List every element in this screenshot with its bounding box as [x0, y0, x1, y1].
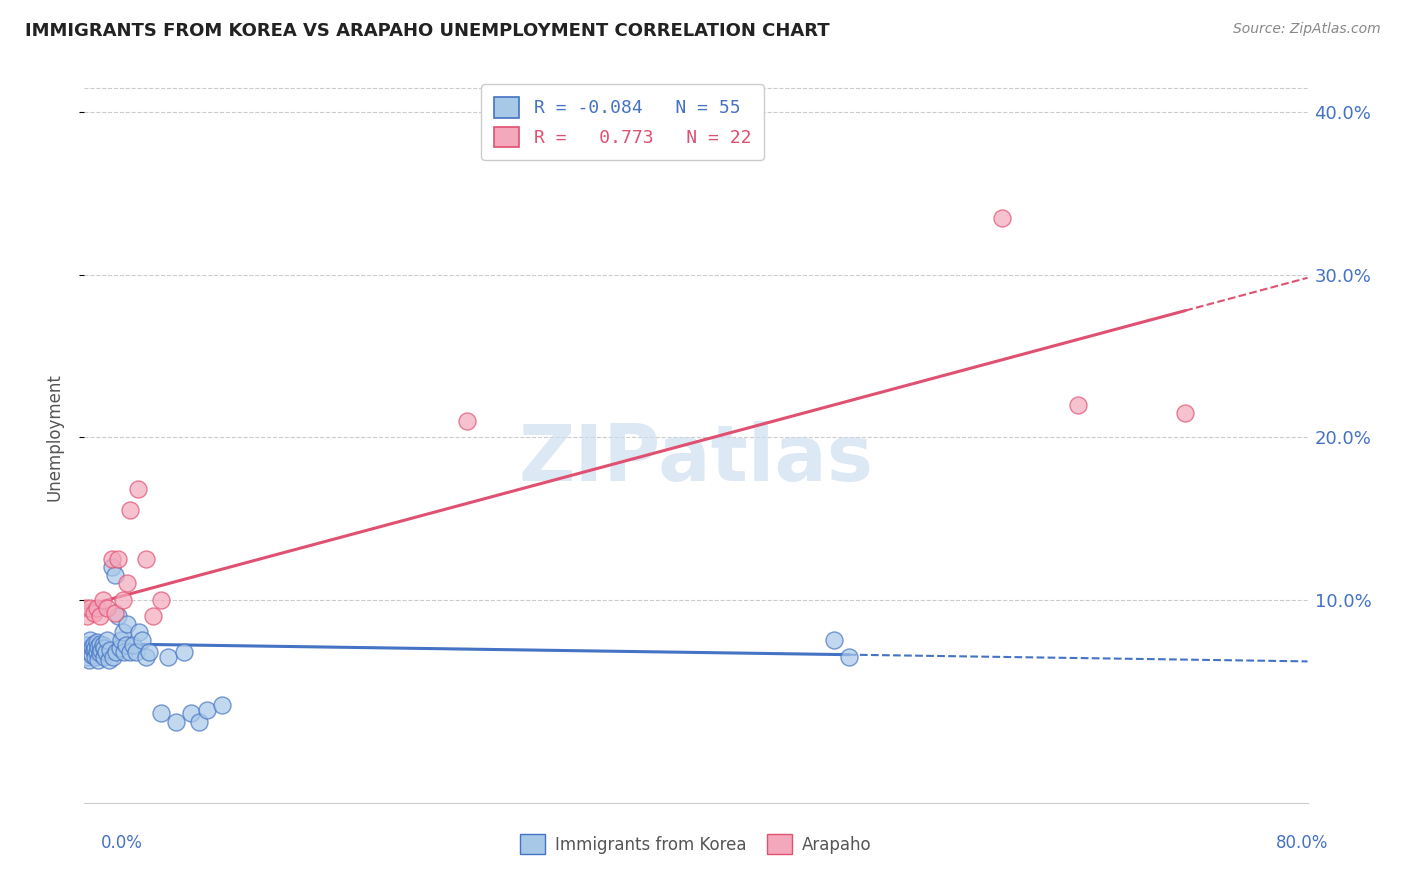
Point: [76, 638, 98, 652]
Point: [96, 633, 118, 648]
Point: [142, 608, 165, 623]
Point: [84, 641, 107, 656]
Text: 80.0%: 80.0%: [1277, 834, 1329, 852]
Point: [120, 503, 142, 517]
Point: [76, 608, 98, 623]
Point: [125, 645, 148, 659]
Point: [87, 653, 110, 667]
Point: [104, 606, 127, 620]
Point: [83, 606, 105, 620]
Point: [75, 645, 97, 659]
Point: [97, 653, 120, 667]
Point: [98, 643, 121, 657]
Point: [157, 649, 180, 664]
Point: [149, 592, 172, 607]
Point: [96, 600, 118, 615]
Point: [86, 645, 108, 659]
Point: [86, 635, 108, 649]
Point: [79, 645, 101, 659]
Point: [135, 552, 157, 566]
Point: [84, 649, 107, 664]
Text: 0.0%: 0.0%: [101, 834, 143, 852]
Point: [838, 649, 860, 664]
Point: [101, 560, 124, 574]
Point: [86, 600, 108, 615]
Point: [991, 211, 1014, 225]
Point: [138, 645, 160, 659]
Point: [165, 714, 187, 729]
Point: [107, 552, 129, 566]
Point: [103, 649, 125, 664]
Point: [89, 646, 111, 660]
Point: [104, 568, 127, 582]
Point: [101, 552, 124, 566]
Point: [91, 592, 114, 607]
Point: [80, 648, 103, 662]
Point: [111, 625, 134, 640]
Point: [115, 576, 138, 591]
Point: [128, 625, 150, 640]
Point: [89, 608, 111, 623]
Point: [89, 636, 111, 650]
Point: [823, 633, 845, 648]
Point: [180, 706, 202, 721]
Point: [110, 633, 132, 648]
Point: [83, 636, 105, 650]
Point: [80, 640, 103, 654]
Text: ZIPatlas: ZIPatlas: [519, 421, 873, 497]
Point: [188, 714, 211, 729]
Point: [94, 645, 117, 659]
Point: [77, 653, 100, 667]
Point: [91, 638, 114, 652]
Point: [120, 645, 142, 659]
Point: [83, 643, 105, 657]
Point: [108, 641, 131, 656]
Point: [112, 645, 135, 659]
Point: [149, 706, 172, 721]
Point: [105, 645, 128, 659]
Point: [79, 633, 101, 648]
Point: [111, 592, 134, 607]
Point: [1067, 398, 1090, 412]
Point: [79, 600, 101, 615]
Point: [107, 608, 129, 623]
Point: [115, 617, 138, 632]
Point: [211, 698, 233, 713]
Point: [131, 633, 153, 648]
Point: [456, 414, 478, 428]
Point: [173, 645, 195, 659]
Point: [87, 640, 110, 654]
Text: IMMIGRANTS FROM KOREA VS ARAPAHO UNEMPLOYMENT CORRELATION CHART: IMMIGRANTS FROM KOREA VS ARAPAHO UNEMPLO…: [25, 22, 830, 40]
Point: [77, 641, 100, 656]
Y-axis label: Unemployment: Unemployment: [45, 373, 63, 501]
Point: [75, 600, 97, 615]
Point: [76, 649, 98, 664]
Point: [114, 638, 136, 652]
Text: Source: ZipAtlas.com: Source: ZipAtlas.com: [1233, 22, 1381, 37]
Legend: Immigrants from Korea, Arapaho: Immigrants from Korea, Arapaho: [513, 828, 879, 860]
Point: [93, 641, 115, 656]
Point: [127, 482, 149, 496]
Point: [135, 649, 157, 664]
Point: [1174, 406, 1197, 420]
Point: [90, 643, 112, 657]
Point: [195, 703, 218, 717]
Point: [93, 649, 115, 664]
Point: [122, 638, 145, 652]
